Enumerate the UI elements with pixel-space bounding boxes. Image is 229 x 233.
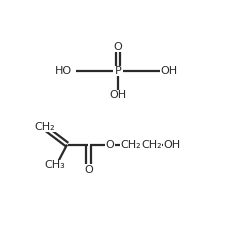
Text: O: O bbox=[105, 140, 114, 150]
Text: CH₃: CH₃ bbox=[44, 160, 65, 170]
Text: CH₂: CH₂ bbox=[120, 140, 140, 150]
Text: CH₂: CH₂ bbox=[34, 122, 55, 132]
Text: OH: OH bbox=[109, 90, 126, 100]
Text: O: O bbox=[113, 42, 122, 52]
Text: OH: OH bbox=[163, 140, 180, 150]
Text: HO: HO bbox=[55, 66, 72, 76]
Text: OH: OH bbox=[159, 66, 177, 76]
Text: O: O bbox=[84, 165, 93, 175]
Text: P: P bbox=[114, 66, 121, 76]
Text: CH₂: CH₂ bbox=[141, 140, 161, 150]
